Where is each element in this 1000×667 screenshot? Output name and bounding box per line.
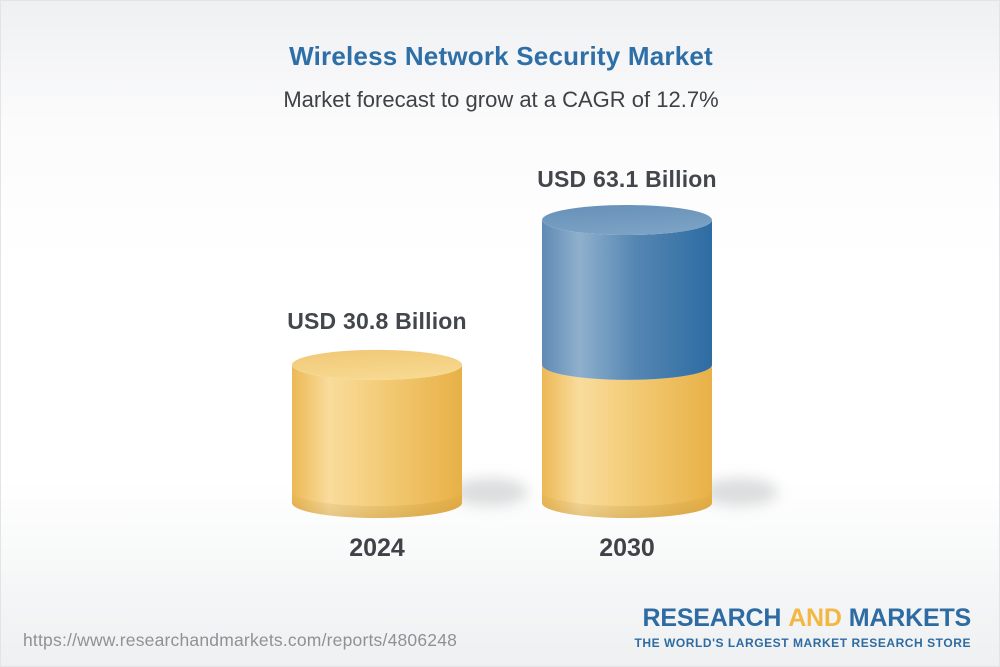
logo-wordmark: RESEARCH AND MARKETS — [634, 604, 972, 633]
cylinder-top-2024 — [292, 349, 462, 380]
cylinder-shadow-2030 — [702, 478, 778, 506]
x-axis-label-2030: 2030 — [599, 534, 655, 562]
logo-word-and: AND — [788, 604, 842, 632]
cylinder-bottom-shade-2030 — [542, 491, 712, 518]
bar-value-label-2024: USD 30.8 Billion — [287, 308, 467, 334]
logo-word-markets: MARKETS — [848, 604, 971, 632]
report-url-text: https://www.researchandmarkets.com/repor… — [23, 630, 458, 650]
research-and-markets-logo: RESEARCH AND MARKETS THE WORLD'S LARGEST M… — [634, 604, 971, 650]
cylinder-segment-2024-base-2024 — [292, 364, 462, 518]
x-axis-label-2024: 2024 — [349, 534, 405, 562]
cylinder-segment-2030-growth-to-2030 — [542, 220, 712, 380]
page-subtitle: Market forecast to grow at a CAGR of 12.… — [283, 87, 719, 112]
cylinder-top-2030 — [542, 205, 712, 235]
bar-value-label-2030: USD 63.1 Billion — [537, 166, 717, 192]
cylinder-shadow-2024 — [452, 478, 528, 506]
logo-tagline: THE WORLD'S LARGEST MARKET RESEARCH STOR… — [634, 636, 971, 650]
logo-word-research: RESEARCH — [642, 604, 782, 632]
page-title: Wireless Network Security Market — [289, 41, 713, 71]
cylinder-segment-2030-base-2024 — [542, 364, 712, 518]
cylinder-bottom-shade-2024 — [292, 491, 462, 518]
